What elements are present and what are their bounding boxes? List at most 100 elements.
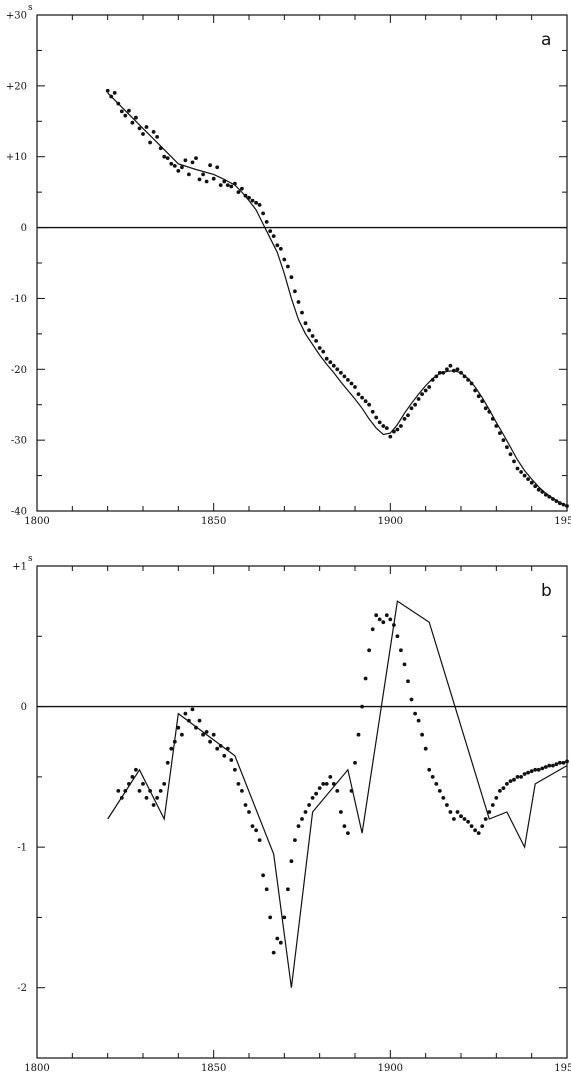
data-point-a-32	[218, 183, 223, 188]
data-point-b-59	[324, 782, 329, 786]
data-point-b-32	[229, 758, 234, 762]
data-point-a-121	[533, 484, 538, 489]
data-point-b-120	[540, 766, 545, 771]
fit-curve-a	[107, 92, 568, 507]
data-point-a-90	[423, 388, 428, 393]
data-point-b-94	[448, 810, 453, 814]
data-point-a-30	[211, 176, 216, 181]
data-point-b-50	[293, 838, 297, 842]
x-tick-label-a-3: 1950	[554, 516, 571, 527]
data-point-b-54	[307, 803, 311, 807]
data-point-b-27	[211, 732, 216, 737]
x-tick-label-a-0: 1800	[24, 516, 49, 527]
data-point-a-6	[126, 108, 131, 113]
data-point-b-64	[342, 824, 347, 828]
data-point-a-55	[300, 310, 304, 315]
data-point-b-23	[197, 718, 202, 723]
data-point-b-17	[176, 725, 181, 730]
data-point-b-47	[282, 915, 287, 920]
data-point-a-54	[296, 300, 301, 304]
data-point-b-122	[547, 763, 552, 768]
data-point-b-82	[406, 679, 410, 684]
panel-a-chart: 1800 1850 1900 1950 +30 +20 +10 0 -10 -20 -30 -40 s a	[6, 3, 571, 527]
data-point-a-120	[529, 480, 534, 485]
data-point-b-12	[158, 789, 163, 793]
data-point-b-58	[321, 782, 326, 786]
data-point-a-67	[342, 374, 347, 379]
y-tick-label-b-2: -1	[17, 843, 27, 854]
data-point-a-87	[413, 402, 417, 407]
data-point-a-38	[240, 186, 244, 191]
data-point-b-112	[512, 777, 516, 782]
data-point-a-56	[303, 321, 308, 326]
data-point-a-35	[229, 184, 234, 189]
data-point-a-68	[346, 378, 350, 382]
data-point-b-45	[275, 936, 280, 941]
data-point-a-23	[187, 172, 191, 177]
data-point-b-71	[367, 648, 371, 653]
data-point-b-10	[151, 803, 156, 807]
data-point-a-99	[455, 367, 460, 372]
data-point-b-74	[377, 617, 382, 622]
data-point-b-86	[420, 732, 424, 737]
data-point-b-25	[204, 730, 209, 734]
y-tick-label-a-0: +30	[6, 11, 27, 22]
data-point-b-81	[402, 662, 407, 667]
data-point-b-26	[208, 739, 213, 744]
data-point-a-52	[289, 275, 294, 280]
data-point-a-105	[476, 394, 481, 399]
data-point-b-72	[370, 627, 375, 632]
data-point-b-65	[346, 831, 350, 835]
data-point-b-127	[565, 759, 569, 764]
y-tick-label-b-1: 0	[21, 702, 27, 713]
data-point-b-69	[360, 704, 364, 709]
data-point-a-12	[148, 140, 153, 145]
x-tick-label-b-2: 1900	[378, 1063, 403, 1074]
data-point-b-19	[183, 711, 188, 716]
data-point-b-100	[469, 824, 474, 828]
data-point-b-51	[296, 824, 301, 828]
x-tick-label-a-2: 1900	[378, 516, 403, 527]
data-point-a-46	[268, 229, 273, 234]
data-point-a-114	[508, 452, 513, 457]
data-point-b-53	[303, 810, 308, 814]
y-tick-label-a-3: 0	[21, 223, 27, 234]
data-point-a-66	[339, 370, 343, 375]
data-point-a-14	[155, 135, 160, 139]
data-point-b-114	[519, 775, 523, 779]
data-point-a-22	[183, 158, 188, 163]
data-point-b-60	[328, 775, 333, 779]
data-point-b-35	[240, 789, 244, 793]
data-point-b-48	[286, 887, 290, 892]
data-point-a-2	[112, 91, 117, 95]
data-point-b-41	[261, 873, 265, 878]
data-point-b-119	[536, 767, 541, 772]
data-point-b-124	[554, 762, 559, 767]
y-tick-label-a-4: -10	[11, 294, 27, 305]
data-point-b-91	[437, 789, 442, 793]
data-point-a-64	[331, 363, 336, 368]
data-point-a-5	[123, 113, 128, 118]
y-tick-label-a-6: -30	[11, 436, 27, 447]
data-point-b-115	[522, 772, 527, 776]
data-point-a-49	[278, 246, 283, 251]
data-point-a-75	[370, 409, 375, 414]
data-point-a-58	[310, 334, 315, 338]
data-point-a-112	[501, 438, 506, 442]
data-point-a-24	[190, 160, 195, 165]
data-point-a-69	[349, 381, 354, 386]
data-point-a-20	[176, 169, 181, 173]
data-point-a-77	[377, 420, 382, 425]
plot-frame-b	[36, 565, 568, 1059]
data-point-a-84	[402, 417, 407, 421]
data-point-a-82	[395, 427, 400, 432]
data-point-a-80	[388, 434, 393, 439]
data-point-a-117	[519, 470, 523, 474]
data-point-b-49	[289, 859, 294, 864]
data-point-a-27	[201, 172, 206, 177]
data-point-b-97	[459, 814, 463, 819]
data-point-a-78	[381, 424, 386, 428]
data-point-b-99	[466, 819, 470, 824]
data-point-a-29	[208, 163, 213, 168]
y-tick-label-a-5: -20	[11, 365, 27, 376]
